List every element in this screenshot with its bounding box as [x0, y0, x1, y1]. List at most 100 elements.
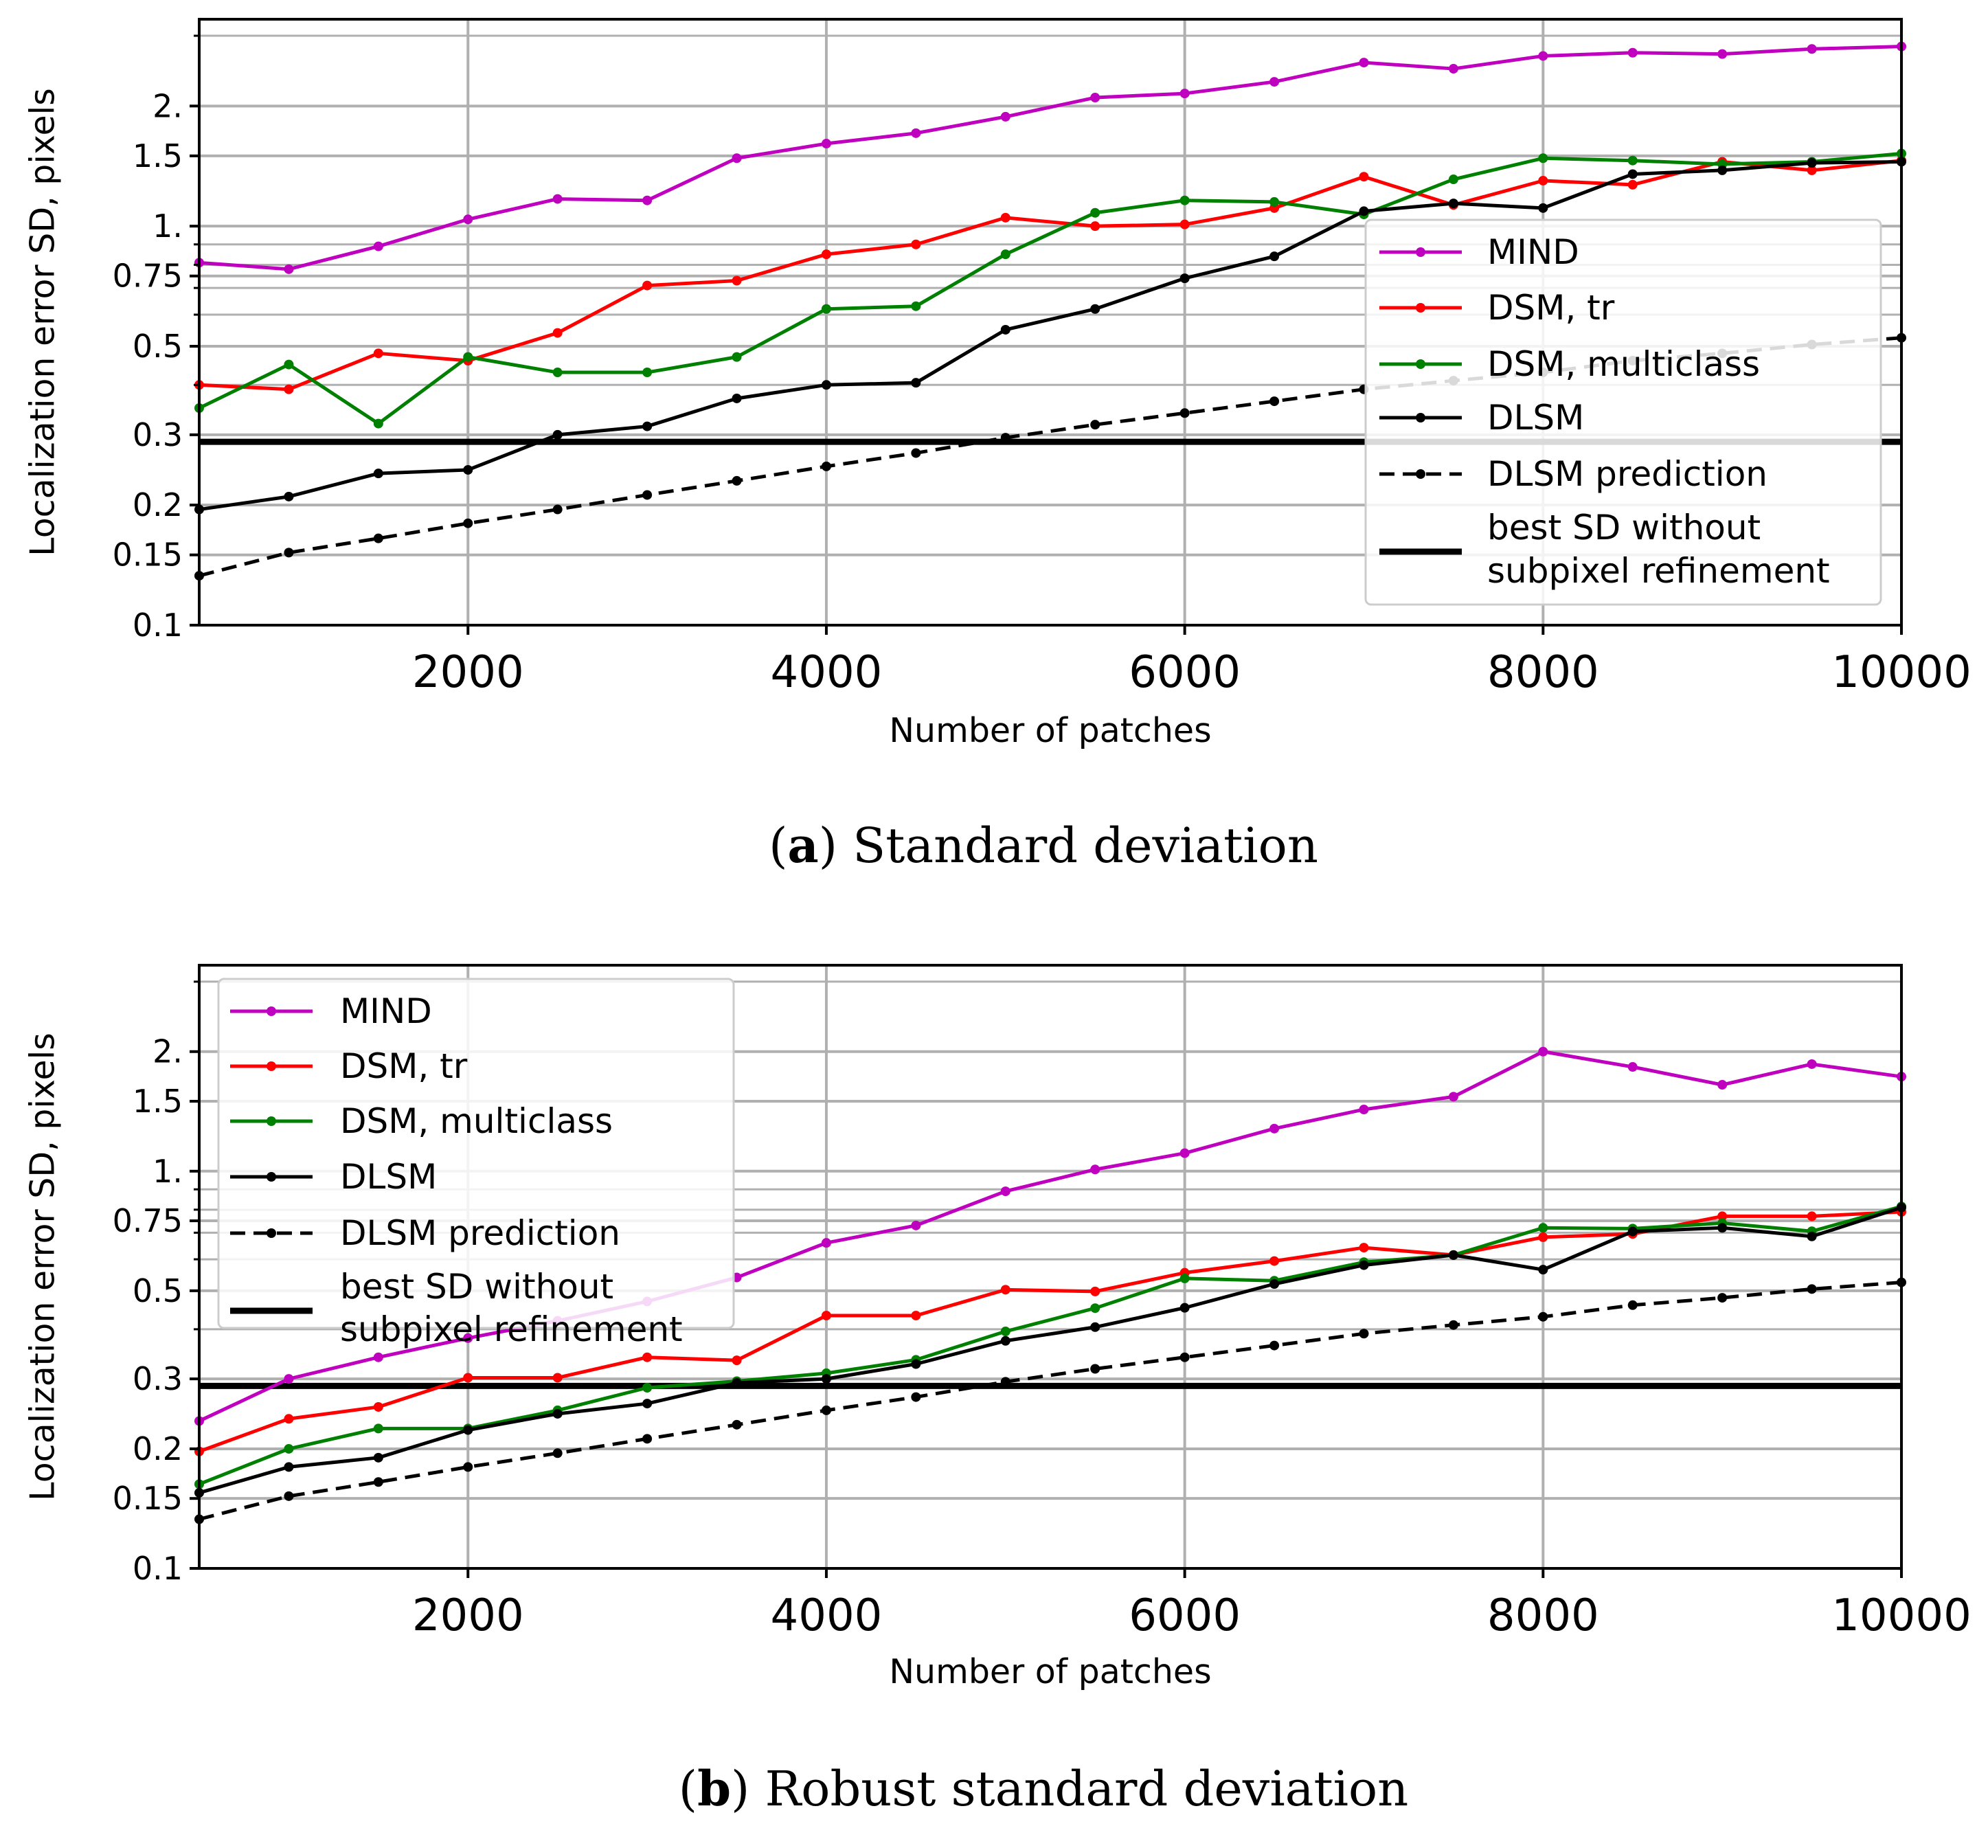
- x-axis-label: Number of patches: [889, 711, 1211, 750]
- data-point: [911, 448, 921, 458]
- legend-item: DSM, tr: [230, 1046, 468, 1086]
- legend-label: DLSM: [340, 1157, 437, 1197]
- data-point: [1000, 1285, 1010, 1295]
- x-tick-label: 8000: [1487, 1590, 1599, 1641]
- y-tick-label: 0.3: [133, 1360, 183, 1397]
- caption-letter: b: [697, 1760, 731, 1817]
- data-point: [642, 1383, 653, 1393]
- data-point: [1269, 1279, 1280, 1289]
- data-point: [1269, 196, 1280, 207]
- data-point: [1179, 219, 1190, 229]
- y-tick-label: 0.15: [113, 1480, 183, 1517]
- data-point: [373, 1423, 383, 1434]
- y-tick-label: 1.5: [133, 1083, 183, 1120]
- data-point: [1448, 1320, 1458, 1330]
- data-point: [552, 504, 563, 515]
- data-point: [552, 194, 563, 204]
- data-point: [1090, 1322, 1100, 1332]
- x-tick-label: 6000: [1129, 647, 1241, 698]
- data-point: [1627, 47, 1638, 58]
- y-axis-label: Localization error SD, pixels: [23, 1033, 63, 1500]
- data-point: [463, 352, 473, 362]
- legend-swatch-marker: [1416, 247, 1425, 257]
- legend-item: DLSM: [1379, 398, 1584, 438]
- data-point: [552, 1373, 563, 1383]
- data-point: [821, 380, 831, 390]
- data-point: [284, 264, 294, 274]
- data-point: [284, 491, 294, 502]
- y-tick-label: 0.1: [133, 607, 183, 644]
- data-point: [642, 1434, 653, 1444]
- legend-swatch-marker: [267, 1006, 276, 1016]
- y-tick-label: 0.1: [133, 1550, 183, 1587]
- legend-item: DSM, tr: [1379, 288, 1615, 328]
- series-line: [199, 45, 1902, 271]
- data-point: [1448, 174, 1458, 185]
- data-point: [1538, 203, 1548, 213]
- legend-box: [1364, 218, 1882, 606]
- legend-label: best SD without: [1487, 508, 1761, 548]
- data-point: [1627, 1062, 1638, 1072]
- data-point: [1359, 172, 1369, 182]
- data-point: [732, 1355, 742, 1366]
- y-tick-label: 1.: [153, 1153, 183, 1190]
- data-point: [1000, 324, 1010, 335]
- data-point: [1807, 158, 1817, 168]
- series-mind: [194, 41, 1906, 274]
- y-tick-label: 0.15: [113, 537, 183, 574]
- data-point: [1269, 1123, 1280, 1134]
- legend-label: DLSM prediction: [340, 1213, 620, 1253]
- data-point: [1807, 44, 1817, 54]
- series-dlsm: [194, 157, 1906, 515]
- data-point: [1269, 77, 1280, 87]
- legend-item: MIND: [230, 991, 432, 1031]
- data-point: [1627, 155, 1638, 166]
- data-point: [642, 368, 653, 378]
- y-tick-label: 0.2: [133, 1430, 183, 1467]
- data-point: [821, 139, 831, 149]
- series-line: [199, 1281, 1902, 1521]
- data-point: [284, 548, 294, 558]
- data-point: [1538, 1311, 1548, 1322]
- data-point: [911, 239, 921, 249]
- data-point: [463, 1462, 473, 1472]
- y-tick-label: 0.5: [133, 328, 183, 365]
- data-point: [1717, 49, 1728, 59]
- data-point: [1538, 1265, 1548, 1275]
- data-point: [1359, 58, 1369, 68]
- data-point: [1000, 249, 1010, 260]
- legend-label: MIND: [1487, 232, 1579, 272]
- data-point: [1179, 1273, 1190, 1283]
- data-point: [1807, 1211, 1817, 1221]
- data-point: [373, 241, 383, 251]
- data-point: [911, 301, 921, 311]
- series-dlsm: [194, 1202, 1906, 1498]
- data-point: [1090, 1286, 1100, 1296]
- legend: MIND DSM, tr DSM, multiclass DLSM DLSM predi…: [1364, 218, 1882, 606]
- series-line: [199, 159, 1902, 512]
- y-tick-label: 1.5: [133, 137, 183, 174]
- x-axis-label: Number of patches: [889, 1652, 1211, 1691]
- data-point: [1538, 175, 1548, 185]
- data-point: [1717, 165, 1728, 175]
- data-point: [1090, 93, 1100, 103]
- data-point: [1448, 199, 1458, 209]
- data-point: [821, 1238, 831, 1248]
- data-point: [463, 518, 473, 528]
- legend: MIND DSM, tr DSM, multiclass DLSM DLSM predi…: [217, 978, 735, 1349]
- legend-label: DSM, multiclass: [340, 1101, 613, 1141]
- series-dsm-tr: [194, 155, 1906, 394]
- data-point: [911, 1392, 921, 1402]
- data-point: [373, 418, 383, 429]
- chart-panel-a: 2000 4000 6000 8000 10000 0.1 0.15 0.2 0.3 0.5 0.7…: [23, 18, 1972, 874]
- legend-box: [217, 978, 735, 1329]
- data-point: [642, 421, 653, 431]
- data-point: [821, 304, 831, 314]
- data-point: [463, 214, 473, 225]
- data-point: [552, 1448, 563, 1458]
- data-point: [1090, 1303, 1100, 1314]
- data-point: [373, 1452, 383, 1463]
- data-point: [1000, 1327, 1010, 1337]
- data-point: [1179, 89, 1190, 99]
